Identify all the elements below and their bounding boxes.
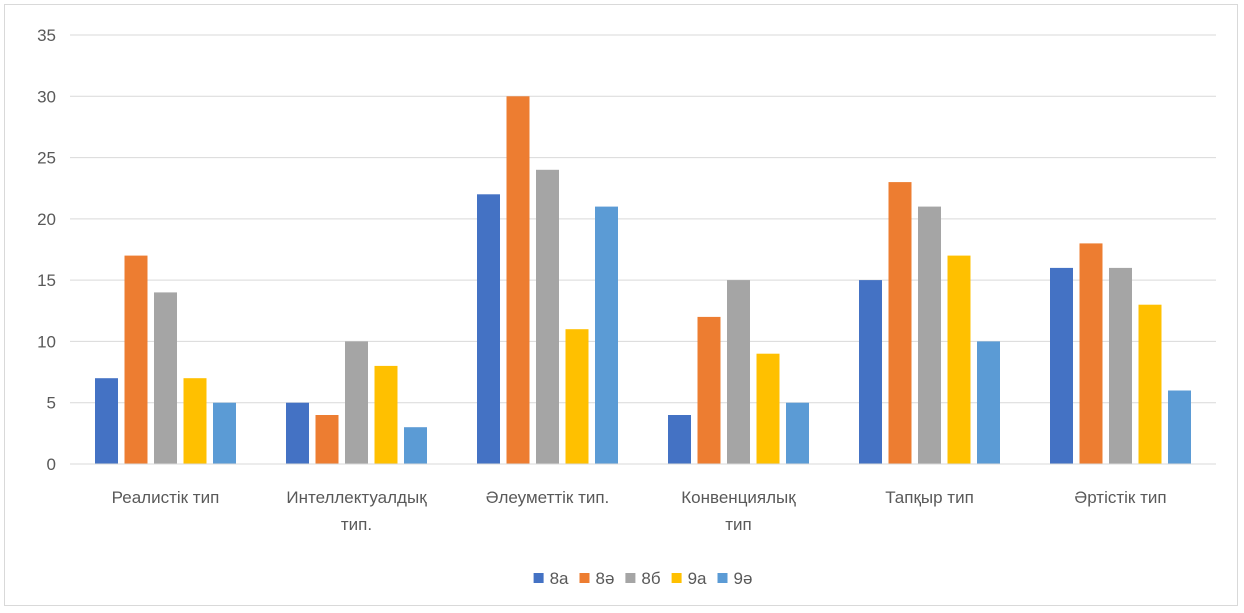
bar xyxy=(859,280,882,464)
bar xyxy=(888,182,912,464)
bar xyxy=(213,402,236,464)
bar xyxy=(1109,267,1132,464)
bar xyxy=(345,341,368,464)
bar xyxy=(918,206,941,464)
y-tick-label: 30 xyxy=(37,87,56,106)
y-tick-label: 0 xyxy=(47,455,56,474)
bar xyxy=(1138,304,1162,464)
bar xyxy=(1050,267,1073,464)
legend-swatch xyxy=(625,573,636,583)
y-tick-label: 35 xyxy=(37,26,56,45)
x-category-label: Интеллектуалдық xyxy=(286,488,427,507)
grid-lines xyxy=(70,34,1216,404)
bar xyxy=(154,292,177,464)
x-category-label: Тапқыр тип xyxy=(885,488,974,507)
legend-label: 9а xyxy=(688,569,707,588)
bar xyxy=(124,255,148,464)
x-category-label: тип xyxy=(725,515,752,534)
y-tick-label: 25 xyxy=(37,149,56,168)
bar xyxy=(1079,243,1103,464)
x-category-label: Әлеуметтік тип. xyxy=(486,488,610,507)
bar xyxy=(506,96,530,465)
legend-label: 9ә xyxy=(734,569,753,588)
x-category-label: тип. xyxy=(341,515,372,534)
bar xyxy=(727,280,750,464)
bar xyxy=(756,353,780,464)
bar xyxy=(595,206,618,464)
legend-label: 8а xyxy=(550,569,569,588)
y-tick-label: 20 xyxy=(37,210,56,229)
bar xyxy=(947,255,971,464)
bar xyxy=(183,378,207,464)
bar xyxy=(565,329,589,464)
y-tick-label: 15 xyxy=(37,271,56,290)
bar xyxy=(668,415,691,464)
x-axis-categories: Реалистік тип Интеллектуалдық тип. Әлеуметт… xyxy=(112,488,1167,534)
legend: 8а 8ә 8б 9а 9ә xyxy=(533,569,753,588)
x-category-label: Конвенциялық xyxy=(681,488,796,507)
bar xyxy=(374,365,398,464)
bar xyxy=(536,169,559,465)
legend-label: 8б xyxy=(641,569,660,588)
bar xyxy=(697,316,721,464)
bar xyxy=(786,402,809,464)
legend-label: 8ә xyxy=(596,569,615,588)
bars xyxy=(95,96,1191,465)
legend-swatch xyxy=(579,573,590,583)
y-axis-ticks: 0 5 10 15 20 25 30 35 xyxy=(37,26,56,474)
legend-swatch xyxy=(717,573,728,583)
bar xyxy=(1168,390,1191,464)
legend-swatch xyxy=(671,573,682,583)
bar xyxy=(977,341,1000,464)
y-tick-label: 5 xyxy=(47,394,56,413)
bar xyxy=(477,194,500,465)
bar xyxy=(315,415,339,464)
bar xyxy=(286,402,309,464)
y-tick-label: 10 xyxy=(37,332,56,351)
chart-frame xyxy=(4,4,1238,606)
bar xyxy=(404,427,427,464)
legend-swatch xyxy=(533,573,544,583)
bar xyxy=(95,378,118,464)
x-category-label: Әртістік тип xyxy=(1074,488,1166,507)
x-category-label: Реалистік тип xyxy=(112,488,220,507)
